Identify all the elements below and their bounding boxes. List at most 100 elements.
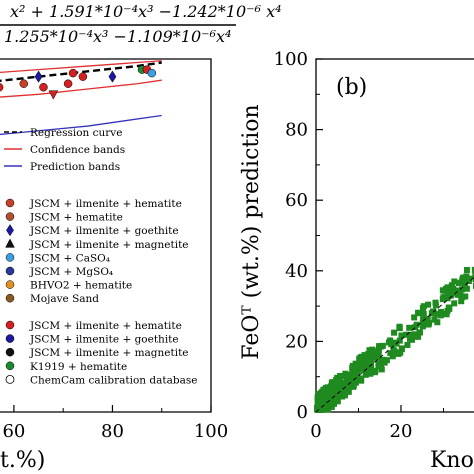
panel-a-axes-frame	[0, 58, 212, 413]
data-point	[448, 282, 455, 289]
data-point	[422, 318, 429, 325]
prediction-band-lower	[0, 114, 162, 136]
data-point	[396, 337, 403, 344]
y-tick-label: 60	[285, 190, 308, 211]
equation-line-1: x² + 1.591*10⁻⁴x³ −1.242*10⁻⁶ x⁴	[10, 2, 282, 21]
data-point	[420, 312, 427, 319]
data-point	[333, 398, 340, 405]
panel-a-x-ticks: 60 80 100	[2, 405, 228, 442]
legend-marker	[5, 212, 15, 221]
data-point	[451, 278, 458, 285]
data-point	[317, 405, 324, 412]
panel-a-x-axis-label: t.%)	[0, 448, 45, 473]
legend-label: JSCM + ilmenite + goethite	[29, 334, 179, 346]
data-point	[440, 294, 447, 301]
data-point	[455, 287, 462, 294]
data-point	[34, 70, 43, 83]
data-point	[458, 298, 465, 305]
x-tick-label: 60	[2, 421, 25, 442]
legend-line-label: Prediction bands	[30, 161, 120, 173]
data-point	[321, 387, 328, 394]
legend-marker	[5, 293, 15, 303]
data-point	[348, 375, 355, 382]
data-point	[390, 346, 397, 353]
data-point	[455, 280, 462, 287]
data-point	[425, 321, 432, 328]
legend-marker	[5, 238, 15, 248]
data-point	[341, 392, 348, 399]
confidence-band-upper	[0, 60, 162, 74]
data-point	[425, 301, 432, 308]
data-point	[385, 339, 392, 346]
panel-b-y-axis-label: FeOᵀ (wt.%) prediction	[239, 104, 264, 359]
legend-label: Mojave Sand	[30, 293, 99, 305]
data-point	[443, 311, 450, 318]
legend-label: BHVO2 + hematite	[30, 280, 132, 292]
legend-label: JSCM + MgSO₄	[29, 266, 113, 278]
data-point	[444, 289, 451, 296]
data-point	[472, 276, 474, 283]
data-point	[462, 293, 469, 300]
legend-label: JSCM + CaSO₄	[29, 252, 110, 264]
data-point	[408, 334, 415, 341]
data-point	[420, 303, 427, 310]
data-point	[328, 403, 335, 410]
data-point	[340, 373, 347, 380]
data-point	[461, 283, 468, 290]
data-point	[463, 267, 470, 274]
legend-marker	[6, 224, 14, 237]
data-point	[335, 378, 342, 385]
y-tick-label: 100	[274, 49, 308, 70]
y-tick-label: 0	[297, 402, 308, 423]
equation-line-2: 1.255*10⁻⁴x³ −1.109*10⁻⁶x⁴	[4, 27, 231, 46]
data-point	[367, 359, 374, 366]
data-point	[322, 406, 329, 413]
panel-b: (b) 0 20 40 60 80 100 0 20 FeOᵀ (wt.%) predicti…	[239, 49, 474, 473]
data-point	[342, 379, 349, 386]
x-tick-label: 100	[194, 421, 228, 442]
data-point	[463, 273, 470, 280]
x-tick-label: 20	[390, 421, 413, 442]
data-point	[0, 83, 4, 92]
data-point	[345, 388, 352, 395]
legend-marker	[5, 320, 15, 330]
data-point	[392, 339, 399, 346]
data-point	[444, 295, 451, 302]
panel-b-label: (b)	[336, 75, 367, 100]
data-point	[39, 82, 48, 92]
legend-label: JSCM + ilmenite + hematite	[29, 320, 182, 332]
data-point	[433, 310, 440, 317]
legend-marker	[5, 374, 15, 384]
data-point	[324, 388, 331, 395]
data-point	[361, 359, 368, 366]
data-point	[343, 383, 350, 390]
legend-marker	[5, 198, 15, 208]
data-point	[444, 284, 451, 291]
data-point	[378, 366, 385, 373]
x-tick-label: 80	[101, 421, 124, 442]
data-point	[354, 363, 361, 370]
data-point	[448, 288, 455, 295]
legend-marker	[5, 280, 15, 289]
data-point	[406, 324, 413, 331]
data-point	[389, 353, 396, 360]
data-point	[413, 321, 420, 328]
data-point	[322, 391, 329, 398]
data-point	[371, 369, 378, 376]
data-point	[431, 316, 438, 323]
data-point	[339, 388, 346, 395]
panel-b-ticks: 0 20 40 60 80 100 0 20	[274, 49, 444, 442]
data-point	[462, 277, 469, 284]
data-point	[108, 70, 117, 83]
data-point	[332, 394, 339, 401]
data-point	[465, 278, 472, 285]
data-point	[472, 271, 474, 278]
data-point	[397, 349, 404, 356]
data-point	[398, 332, 405, 339]
data-point	[349, 364, 356, 371]
data-point	[398, 345, 405, 352]
data-point	[403, 331, 410, 338]
data-point	[63, 79, 73, 88]
x-tick-label: 0	[310, 421, 321, 442]
